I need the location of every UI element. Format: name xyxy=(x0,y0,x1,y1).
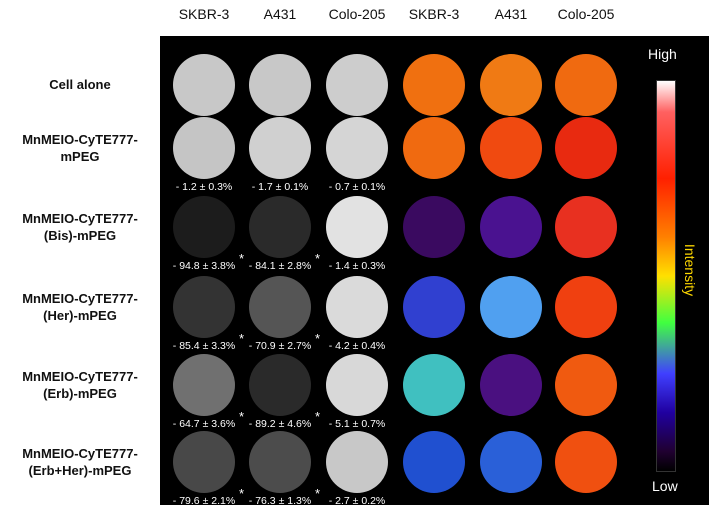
color-mri-image xyxy=(480,54,542,116)
signal-change-value: - 1.4 ± 0.3% xyxy=(328,260,386,272)
grayscale-mri-image xyxy=(249,54,311,116)
row-label: Cell alone xyxy=(49,77,111,92)
column-header: SKBR-3 xyxy=(408,6,460,22)
signal-change-value: - 1.7 ± 0.1% xyxy=(251,181,309,193)
significance-star: * xyxy=(315,331,321,346)
colorbar-title: Intensity xyxy=(682,243,698,297)
grayscale-mri-image xyxy=(249,354,311,416)
grayscale-mri-image xyxy=(173,54,235,116)
signal-change-value: - 84.1 ± 2.8% xyxy=(248,260,312,272)
grayscale-mri-image xyxy=(326,354,388,416)
column-header: SKBR-3 xyxy=(178,6,230,22)
grayscale-mri-image xyxy=(173,431,235,493)
color-mri-image xyxy=(555,196,617,258)
significance-star: * xyxy=(239,409,245,424)
color-mri-image xyxy=(403,54,465,116)
column-header: Colo-205 xyxy=(557,6,615,22)
color-mri-image xyxy=(480,431,542,493)
grayscale-mri-image xyxy=(326,431,388,493)
color-mri-image xyxy=(555,354,617,416)
color-mri-image xyxy=(403,196,465,258)
color-mri-image xyxy=(403,354,465,416)
grayscale-mri-image xyxy=(249,431,311,493)
signal-change-value: - 0.7 ± 0.1% xyxy=(328,181,386,193)
significance-star: * xyxy=(239,331,245,346)
grayscale-mri-image xyxy=(249,196,311,258)
row-label: MnMEIO-CyTE777- (Erb)-mPEG xyxy=(22,369,138,401)
grayscale-mri-image xyxy=(173,354,235,416)
row-label: MnMEIO-CyTE777- (Bis)-mPEG xyxy=(22,211,138,243)
color-mri-image xyxy=(480,276,542,338)
significance-star: * xyxy=(315,409,321,424)
grayscale-mri-image xyxy=(326,276,388,338)
color-mri-image xyxy=(480,354,542,416)
row-label: MnMEIO-CyTE777- mPEG xyxy=(22,132,138,164)
grayscale-mri-image xyxy=(173,276,235,338)
color-mri-image xyxy=(555,54,617,116)
color-mri-image xyxy=(403,117,465,179)
colorbar-high-label: High xyxy=(648,46,677,62)
column-header: A431 xyxy=(263,6,297,22)
column-header: A431 xyxy=(494,6,528,22)
signal-change-value: - 94.8 ± 3.8% xyxy=(172,260,236,272)
significance-star: * xyxy=(315,251,321,266)
grayscale-mri-image xyxy=(326,54,388,116)
signal-change-value: - 76.3 ± 1.3% xyxy=(248,495,312,507)
grayscale-mri-image xyxy=(173,196,235,258)
grayscale-mri-image xyxy=(249,276,311,338)
signal-change-value: - 85.4 ± 3.3% xyxy=(172,340,236,352)
color-mri-image xyxy=(403,276,465,338)
color-mri-image xyxy=(480,117,542,179)
color-mri-image xyxy=(555,117,617,179)
signal-change-value: - 5.1 ± 0.7% xyxy=(328,418,386,430)
column-header: Colo-205 xyxy=(328,6,386,22)
colorbar-low-label: Low xyxy=(652,478,678,494)
significance-star: * xyxy=(239,486,245,501)
signal-change-value: - 1.2 ± 0.3% xyxy=(175,181,233,193)
row-label: MnMEIO-CyTE777- (Erb+Her)-mPEG xyxy=(22,446,138,478)
signal-change-value: - 79.6 ± 2.1% xyxy=(172,495,236,507)
colorbar xyxy=(656,80,676,472)
signal-change-value: - 89.2 ± 4.6% xyxy=(248,418,312,430)
color-mri-image xyxy=(480,196,542,258)
grayscale-mri-image xyxy=(326,196,388,258)
grayscale-mri-image xyxy=(173,117,235,179)
signal-change-value: - 2.7 ± 0.2% xyxy=(328,495,386,507)
significance-star: * xyxy=(239,251,245,266)
color-mri-image xyxy=(555,431,617,493)
color-mri-image xyxy=(403,431,465,493)
grayscale-mri-image xyxy=(326,117,388,179)
color-mri-image xyxy=(555,276,617,338)
signal-change-value: - 70.9 ± 2.7% xyxy=(248,340,312,352)
significance-star: * xyxy=(315,486,321,501)
signal-change-value: - 64.7 ± 3.6% xyxy=(172,418,236,430)
signal-change-value: - 4.2 ± 0.4% xyxy=(328,340,386,352)
row-label: MnMEIO-CyTE777- (Her)-mPEG xyxy=(22,291,138,323)
grayscale-mri-image xyxy=(249,117,311,179)
